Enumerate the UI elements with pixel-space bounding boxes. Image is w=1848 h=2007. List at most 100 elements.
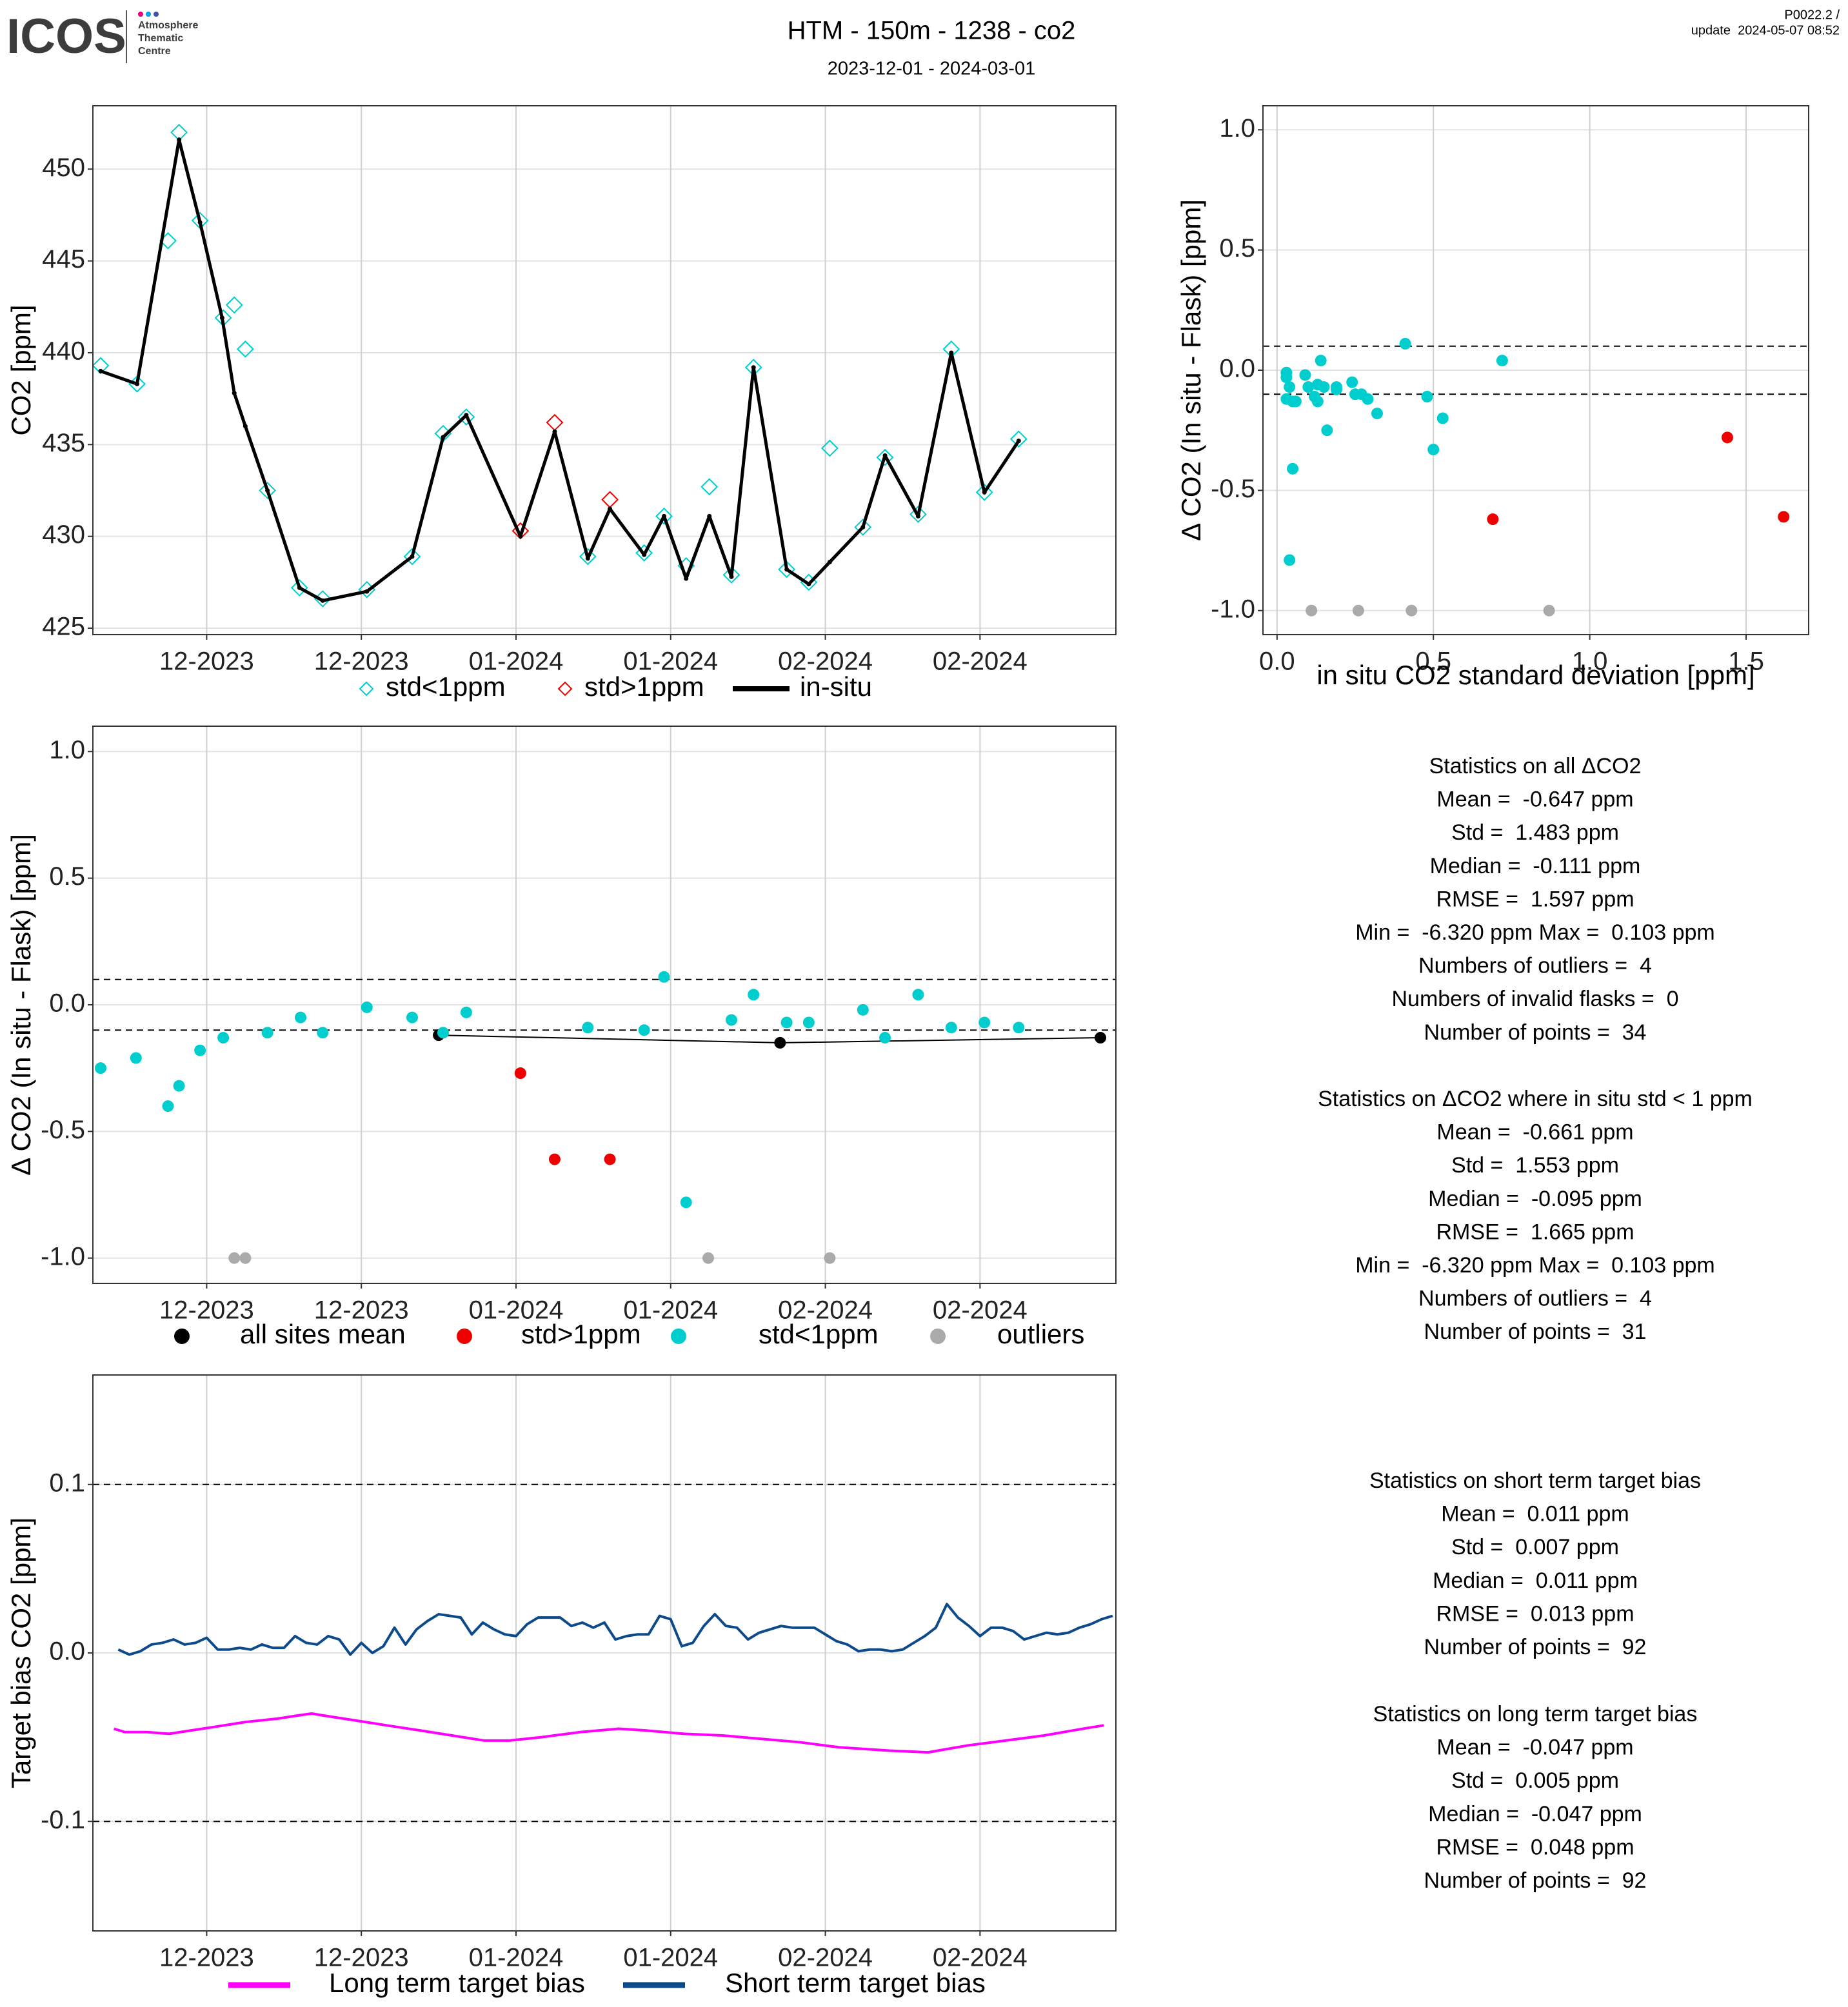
diamond-point	[876, 448, 894, 466]
data-point	[361, 1001, 373, 1013]
plot-area	[93, 106, 1116, 635]
legend-label: Long term target bias	[329, 1968, 585, 1998]
version: P0022.2 /	[1784, 8, 1840, 22]
data-point	[780, 1016, 793, 1029]
diamond-point	[820, 439, 839, 457]
legend-swatch	[174, 1329, 190, 1344]
data-point	[162, 1100, 174, 1112]
data-point	[729, 574, 734, 579]
diamond-point	[225, 296, 243, 314]
y-tick-label: -0.5	[1211, 475, 1255, 503]
data-point	[243, 424, 248, 429]
data-point	[1778, 511, 1790, 523]
series-line	[117, 1603, 1113, 1656]
series-line	[113, 1712, 1104, 1754]
data-point	[1399, 338, 1411, 350]
data-point	[197, 220, 203, 225]
x-tick-label: 02-2024	[933, 1296, 1028, 1325]
legend-label: Short term target bias	[725, 1968, 986, 1998]
data-point	[1284, 381, 1296, 393]
y-tick-label: -1.0	[41, 1242, 85, 1270]
data-point	[194, 1044, 206, 1056]
logo-text: Thematic	[138, 33, 183, 44]
page-title: HTM - 150m - 1238 - co2	[788, 17, 1076, 45]
data-point	[1016, 439, 1021, 444]
data-point	[879, 1032, 891, 1044]
data-point	[1721, 431, 1733, 444]
data-point	[1287, 462, 1299, 475]
data-point	[232, 391, 237, 396]
stat-line: Mean = -0.661 ppm	[1436, 1120, 1633, 1145]
data-point	[1543, 604, 1555, 617]
x-tick-label: 02-2024	[778, 1944, 873, 1972]
page-subtitle: 2023-12-01 - 2024-03-01	[828, 59, 1035, 79]
data-point	[860, 524, 866, 529]
x-tick-label: 02-2024	[933, 1944, 1028, 1972]
logo-dot	[138, 12, 143, 17]
stat-line: Median = 0.011 ppm	[1433, 1568, 1638, 1593]
data-point	[1421, 391, 1433, 402]
stat-line: Numbers of outliers = 4	[1418, 1287, 1652, 1311]
legend-label: std<1ppm	[386, 671, 506, 702]
data-point	[265, 488, 270, 493]
x-tick-label: 01-2024	[623, 1296, 718, 1325]
data-point	[1289, 395, 1302, 408]
data-point	[949, 350, 954, 355]
y-tick-label: 0.0	[49, 989, 85, 1018]
data-point	[608, 506, 613, 511]
x-tick-label: 12-2023	[314, 648, 409, 676]
x-tick-label: 01-2024	[623, 648, 718, 676]
y-tick-label: 0.5	[49, 862, 85, 891]
data-point	[437, 1027, 449, 1039]
data-point	[857, 1004, 869, 1016]
stat-line: Mean = 0.011 ppm	[1441, 1502, 1629, 1527]
data-point	[1013, 1022, 1025, 1034]
data-point	[130, 1052, 142, 1064]
data-point	[410, 554, 415, 559]
stat-line: Number of points = 31	[1424, 1320, 1647, 1344]
diamond-point	[655, 507, 673, 525]
diamond-point	[778, 560, 796, 578]
y-tick-label: 1.0	[49, 736, 85, 764]
data-point	[725, 1014, 737, 1026]
legend-label: std<1ppm	[759, 1319, 879, 1349]
x-axis-title: in situ CO2 standard deviation [ppm]	[1316, 660, 1754, 690]
data-point	[748, 989, 760, 1001]
x-tick-label: 02-2024	[778, 648, 873, 676]
y-tick-label: -0.5	[41, 1116, 85, 1144]
data-point	[548, 1153, 561, 1165]
legend-swatch	[671, 1329, 686, 1344]
x-tick-label: 01-2024	[469, 648, 564, 676]
data-point	[1427, 444, 1440, 455]
diamond-point	[909, 506, 927, 523]
data-point	[1299, 369, 1311, 381]
stat-line: Mean = -0.647 ppm	[1436, 787, 1633, 812]
data-point	[320, 598, 325, 603]
data-point	[173, 1080, 185, 1092]
data-point	[1318, 381, 1330, 393]
version: update 2024-05-07 08:52	[1691, 23, 1840, 37]
data-point	[774, 1036, 786, 1049]
stat-line: Std = 1.553 ppm	[1451, 1153, 1619, 1178]
data-point	[364, 589, 370, 594]
diamond-point	[259, 482, 277, 499]
data-point	[177, 137, 182, 143]
data-point	[518, 534, 523, 539]
data-point	[406, 1011, 418, 1023]
data-point	[1302, 381, 1315, 393]
logo-dot	[154, 12, 159, 17]
data-point	[604, 1153, 616, 1165]
legend-label: in-situ	[800, 671, 872, 702]
x-tick-label: 0.0	[1259, 648, 1295, 676]
data-point	[552, 429, 557, 434]
data-point	[912, 989, 924, 1001]
stat-heading: Statistics on short term target bias	[1369, 1468, 1701, 1493]
legend-swatch	[457, 1329, 472, 1344]
data-point	[642, 552, 647, 557]
data-point	[1406, 604, 1418, 617]
data-point	[1496, 355, 1508, 367]
x-tick-label: 12-2023	[314, 1296, 409, 1325]
stat-line: RMSE = 1.597 ppm	[1436, 887, 1634, 911]
legend-label: std>1ppm	[584, 671, 704, 702]
data-point	[261, 1027, 273, 1039]
